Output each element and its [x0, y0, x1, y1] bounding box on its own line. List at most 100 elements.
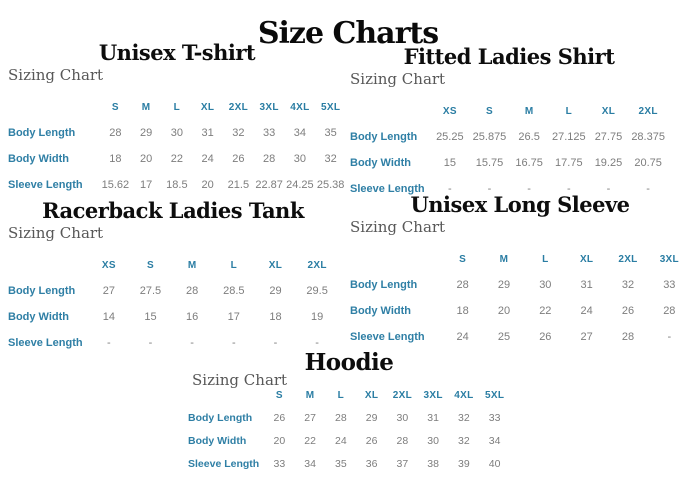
measurement-value: 28: [621, 331, 635, 343]
measurement-value: -: [231, 337, 236, 349]
size-header: XL: [268, 260, 283, 271]
measurement-value: 35: [324, 127, 337, 139]
section-fitted-ladies-shirt: Fitted Ladies Shirt Sizing Chart XS S M L XL…: [350, 44, 668, 202]
measurement-value: -: [667, 331, 672, 343]
measurement-label: Body Width: [188, 434, 247, 447]
measurement-label: Body Length: [188, 411, 253, 424]
measurement-row: Sleeve Length - - - - - -: [350, 176, 668, 202]
measurement-value: 28: [335, 411, 347, 424]
measurement-value: 27.75: [594, 131, 623, 143]
measurement-value: 22: [304, 434, 316, 447]
measurement-value: 40: [488, 457, 501, 470]
measurement-value: 16.75: [515, 157, 543, 169]
measurement-label: Body Width: [350, 305, 411, 317]
measurement-value: 26: [365, 434, 378, 447]
measurement-value: 27: [580, 331, 593, 343]
size-header-row: S M L XL 2XL 3XL 4XL 5XL: [188, 385, 510, 406]
measurement-value: 29: [269, 285, 282, 297]
measurement-label: Sleeve Length: [8, 337, 83, 349]
size-header: M: [141, 102, 151, 113]
measurement-row: Sleeve Length 15.62 17 18.5 20 21.5 22.87 24.25…: [8, 172, 346, 198]
measurement-value: 28: [456, 279, 469, 291]
section-title: Unisex T-shirt: [98, 40, 256, 65]
measurement-value: 33: [263, 127, 276, 139]
measurement-value: 29: [497, 279, 511, 291]
measurement-value: 20: [273, 434, 286, 447]
size-header: M: [524, 106, 534, 117]
measurement-label: Sleeve Length: [350, 331, 425, 343]
measurement-label: Body Length: [8, 127, 76, 139]
measurement-value: 15.62: [101, 179, 130, 191]
measurement-value: 26: [621, 305, 635, 317]
measurement-label: Body Width: [8, 311, 69, 323]
sizing-table-hoodie: S M L XL 2XL 3XL 4XL 5XL Body Length 26 27 28 29 30 31…: [188, 385, 510, 475]
size-header: 2XL: [618, 254, 638, 265]
measurement-row: Body Length 25.25 25.875 26.5 27.125 27.75 28.…: [350, 124, 668, 150]
measurement-value: 27.5: [139, 285, 162, 297]
measurement-row: Sleeve Length 33 34 35 36 37 38 39 40: [188, 452, 510, 475]
measurement-label: Body Length: [8, 285, 76, 297]
measurement-value: 18: [269, 311, 282, 323]
size-header: S: [275, 390, 283, 401]
size-header: 2XL: [228, 102, 248, 113]
corner-cell: [350, 248, 442, 272]
measurement-value: 24: [580, 305, 593, 317]
measurement-value: 15: [144, 311, 157, 323]
measurement-value: 28: [396, 434, 409, 447]
measurement-value: 22: [539, 305, 552, 317]
measurement-row: Body Length 26 27 28 29 30 31 32 33: [188, 406, 510, 429]
section-title: Hoodie: [304, 349, 394, 376]
measurement-value: -: [273, 337, 278, 349]
measurement-row: Body Length 27 27.5 28 28.5 29 29.5: [8, 278, 338, 304]
measurement-label: Body Length: [350, 279, 418, 291]
measurement-row: Body Width 18 20 22 24 26 28: [350, 298, 690, 324]
size-header: 2XL: [638, 106, 658, 117]
measurement-value: 34: [304, 457, 316, 470]
section-title: Fitted Ladies Shirt: [403, 44, 615, 69]
measurement-value: 27: [304, 411, 316, 424]
size-header: XL: [364, 390, 379, 401]
page-title: Size Charts: [257, 16, 439, 52]
measurement-value: 24: [201, 153, 214, 165]
size-header: L: [542, 254, 549, 265]
measurement-value: -: [190, 337, 194, 349]
measurement-value: 27.125: [551, 131, 586, 143]
corner-cell: [350, 100, 430, 124]
measurement-label: Sleeve Length: [188, 457, 260, 470]
section-hoodie: Hoodie Sizing Chart S M L XL 2XL 3XL 4XL 5XL Bod…: [188, 349, 510, 475]
measurement-value: 25.38: [316, 179, 345, 191]
measurement-value: 28: [263, 153, 276, 165]
size-header: 2XL: [392, 390, 412, 401]
size-header: S: [459, 254, 467, 265]
measurement-value: 28: [109, 127, 122, 139]
size-header-row: XS S M L XL 2XL: [350, 100, 668, 124]
measurement-value: -: [148, 337, 153, 349]
measurement-value: 15.75: [475, 157, 504, 169]
section-unisex-tshirt: Unisex T-shirt Sizing Chart S M L XL 2XL 3XL 4…: [8, 40, 346, 198]
measurement-value: 32: [458, 411, 470, 424]
measurement-value: 31: [427, 411, 439, 424]
sizing-chart-label: Sizing Chart: [8, 66, 104, 84]
measurement-value: 32: [232, 127, 245, 139]
measurement-value: 31: [201, 127, 214, 139]
measurement-value: 30: [293, 153, 306, 165]
size-header: M: [499, 254, 509, 265]
size-header: M: [187, 260, 197, 271]
measurement-value: 20: [201, 179, 214, 191]
measurement-label: Body Width: [8, 153, 69, 165]
measurement-value: 19: [311, 311, 324, 323]
section-title: Racerback Ladies Tank: [42, 198, 304, 223]
measurement-value: 28: [186, 285, 199, 297]
size-header: L: [565, 106, 572, 117]
measurement-value: 22.87: [255, 179, 283, 191]
section-racerback-ladies-tank: Racerback Ladies Tank Sizing Chart XS S M L…: [8, 198, 338, 356]
measurement-row: Body Length 28 29 30 31 32 33: [350, 272, 690, 298]
measurement-value: 26.5: [518, 131, 540, 143]
measurement-value: 25: [497, 331, 511, 343]
sizing-chart-label: Sizing Chart: [8, 224, 104, 242]
measurement-value: 14: [102, 311, 115, 323]
sizing-chart-label: Sizing Chart: [350, 218, 446, 236]
measurement-value: 18: [109, 153, 122, 165]
measurement-row: Sleeve Length 24 25 26 27 28 -: [350, 324, 690, 350]
